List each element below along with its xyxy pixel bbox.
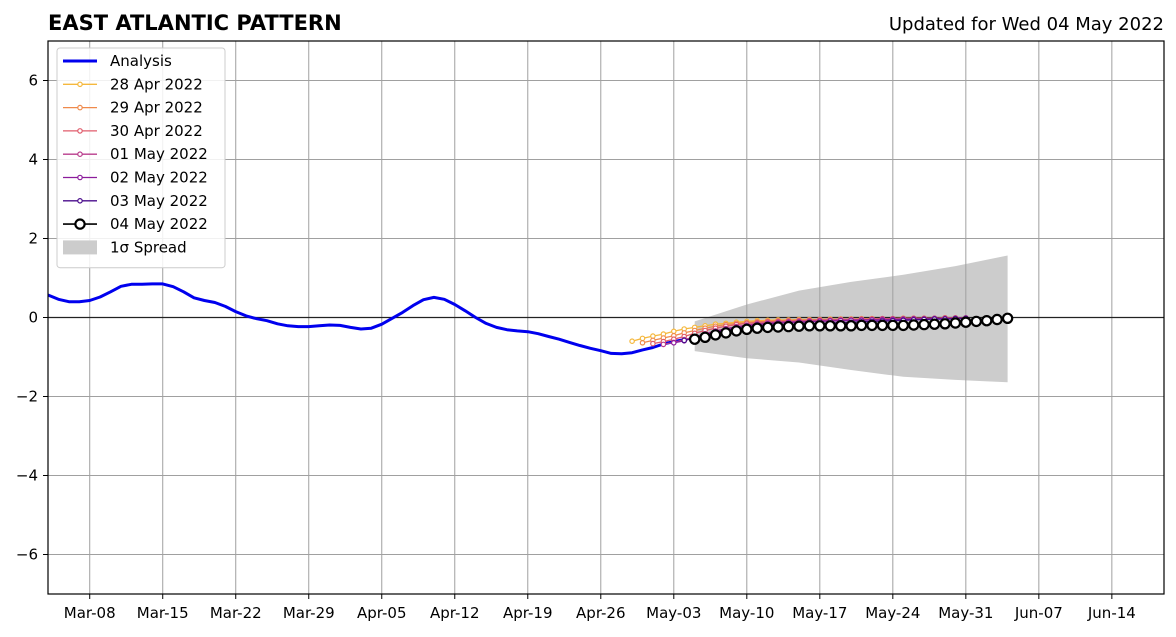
x-tick-label: Apr-19 <box>503 604 553 622</box>
data-point <box>835 320 847 332</box>
data-point <box>793 320 805 332</box>
x-tick-label: Jun-07 <box>1014 604 1063 622</box>
data-point <box>949 317 962 329</box>
x-tick-label: May-03 <box>646 604 701 622</box>
data-point <box>670 339 677 346</box>
data-point <box>855 319 868 332</box>
data-point <box>650 340 656 347</box>
data-point <box>887 319 899 332</box>
data-point <box>824 320 836 332</box>
data-point <box>866 319 878 332</box>
legend-entry-28-apr-2022: 28 Apr 2022 <box>63 75 203 93</box>
data-point <box>751 322 763 334</box>
legend-swatch-marker <box>77 81 83 88</box>
legend-label: 02 May 2022 <box>110 169 208 187</box>
legend-swatch-marker <box>77 151 83 158</box>
x-tick-label: Apr-12 <box>430 604 480 622</box>
data-point <box>639 339 646 346</box>
data-point <box>928 318 941 330</box>
y-tick-label: −2 <box>16 388 38 406</box>
legend-swatch-patch <box>63 240 97 255</box>
x-tick-label: May-10 <box>719 604 774 622</box>
x-axis-ticks: Mar-08 Mar-15 Mar-22 Mar-29 Apr-05 Apr-12 Apr-… <box>64 594 1136 622</box>
x-tick-label: Mar-15 <box>137 604 189 622</box>
data-point <box>803 320 816 332</box>
data-point <box>730 325 743 337</box>
y-tick-label: 0 <box>28 309 38 327</box>
legend-label: 01 May 2022 <box>110 145 208 163</box>
y-tick-label: 6 <box>28 72 38 90</box>
data-point <box>939 318 951 330</box>
legend-entry-1-spread: 1σ Spread <box>63 238 187 256</box>
legend-label: 29 Apr 2022 <box>110 99 203 117</box>
data-point <box>660 341 667 348</box>
data-point <box>681 337 688 344</box>
legend-swatch-marker <box>77 198 83 204</box>
data-point <box>629 338 635 345</box>
legend-entry-29-apr-2022: 29 Apr 2022 <box>63 99 203 117</box>
x-tick-label: Mar-08 <box>64 604 116 622</box>
y-tick-label: 4 <box>28 151 38 169</box>
legend-entry-01-may-2022: 01 May 2022 <box>63 145 208 163</box>
data-point <box>918 318 930 331</box>
x-tick-label: Apr-26 <box>576 604 626 622</box>
legend-label: 28 Apr 2022 <box>110 75 203 93</box>
x-tick-label: Mar-29 <box>283 604 335 622</box>
data-point <box>970 315 983 328</box>
data-point <box>1001 312 1014 324</box>
data-point <box>908 319 920 331</box>
series-04-may-2022 <box>689 312 1014 345</box>
legend-box <box>56 47 226 269</box>
legend-entry-30-apr-2022: 30 Apr 2022 <box>63 122 203 140</box>
legend-swatch-marker <box>77 174 83 181</box>
data-point <box>814 320 826 332</box>
data-point <box>772 321 784 333</box>
legend-swatch-marker <box>77 128 83 134</box>
series-analysis <box>47 282 685 356</box>
legend-swatch-marker <box>74 218 86 230</box>
data-point <box>845 320 857 332</box>
legend-entry-analysis: Analysis <box>63 52 172 70</box>
legend-entry-04-may-2022: 04 May 2022 <box>63 215 208 233</box>
data-point <box>897 319 910 332</box>
x-tick-label: May-24 <box>865 604 920 622</box>
data-point <box>991 313 1003 326</box>
x-tick-label: May-17 <box>792 604 847 622</box>
series-layer <box>47 282 1014 356</box>
x-tick-label: Jun-14 <box>1087 604 1136 622</box>
data-point <box>960 316 972 328</box>
legend-label: 1σ Spread <box>110 238 187 256</box>
chart-title: EAST ATLANTIC PATTERN <box>48 11 342 35</box>
data-point <box>981 315 993 327</box>
y-tick-label: −6 <box>16 546 38 564</box>
data-point <box>720 327 732 339</box>
data-point <box>699 331 711 343</box>
data-point <box>741 323 753 335</box>
y-axis-ticks: −6 −4 −2 0 2 4 6 <box>16 72 48 564</box>
legend-swatch-marker <box>77 104 83 111</box>
series-line <box>47 282 685 356</box>
data-point <box>876 319 889 332</box>
legend-label: 03 May 2022 <box>110 192 208 210</box>
legend-label: 04 May 2022 <box>110 215 208 233</box>
legend: Analysis 28 Apr 2022 29 Apr 2022 30 Apr 202… <box>56 47 226 269</box>
data-point <box>670 328 677 335</box>
chart-subtitle: Updated for Wed 04 May 2022 <box>889 14 1164 35</box>
legend-label: Analysis <box>110 52 172 70</box>
x-tick-label: Mar-22 <box>210 604 262 622</box>
data-point <box>639 335 646 342</box>
data-point <box>782 320 795 333</box>
x-tick-label: May-31 <box>938 604 993 622</box>
data-point <box>709 329 722 341</box>
legend-entry-02-may-2022: 02 May 2022 <box>63 169 208 187</box>
legend-entry-03-may-2022: 03 May 2022 <box>63 192 208 210</box>
y-tick-label: −4 <box>16 467 38 485</box>
y-tick-label: 2 <box>28 230 38 248</box>
data-point <box>762 321 774 334</box>
data-point <box>689 333 701 345</box>
x-tick-label: Apr-05 <box>357 604 407 622</box>
legend-label: 30 Apr 2022 <box>110 122 203 140</box>
